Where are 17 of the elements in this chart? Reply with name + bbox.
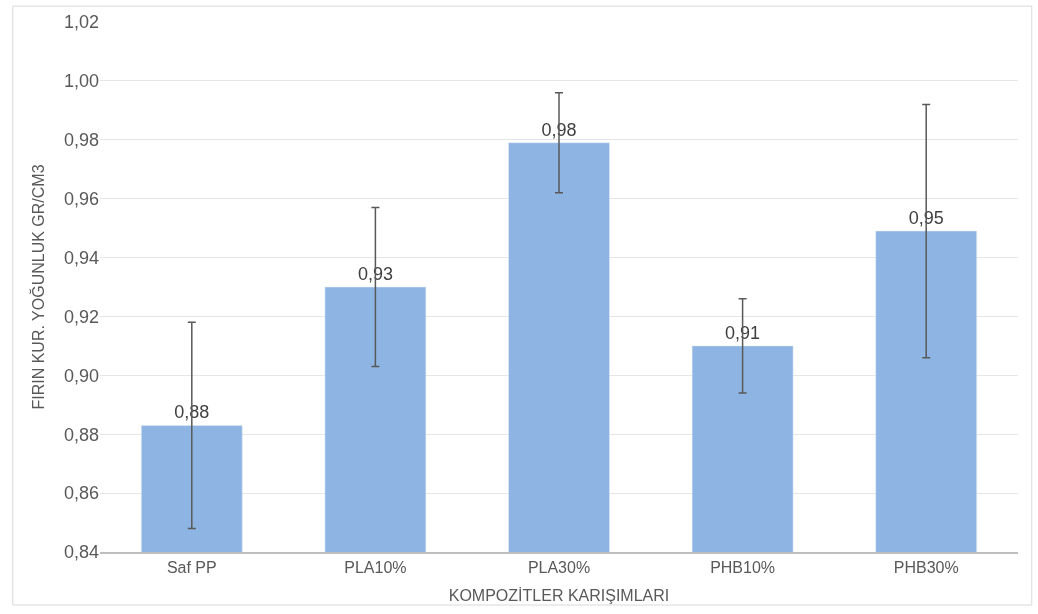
x-tick-label: Saf PP (166, 559, 217, 577)
y-tick-label: 0,92 (63, 306, 99, 327)
y-tick-label: 0,90 (63, 365, 99, 386)
y-tick-label: 1,00 (63, 71, 99, 92)
x-tick-label: PHB10% (710, 559, 776, 577)
x-tick-label: PLA10% (344, 559, 407, 577)
y-tick-label: 0,88 (63, 424, 99, 445)
y-tick-label: 0,84 (63, 542, 99, 563)
y-tick-label: 1,02 (63, 12, 99, 33)
y-axis-title: FIRIN KUR. YOĞUNLUK GR/CM3 (28, 164, 47, 410)
y-tick-label: 0,86 (63, 483, 99, 504)
x-tick-label: PLA30% (527, 559, 591, 577)
y-tick-label: 0,98 (63, 130, 99, 151)
y-tick-label: 0,94 (63, 247, 99, 268)
x-tick-label: PHB30% (893, 559, 959, 577)
x-axis-title: KOMPOZİTLER KARIŞIMLARI (448, 586, 670, 605)
y-tick-label: 0,96 (63, 188, 99, 209)
